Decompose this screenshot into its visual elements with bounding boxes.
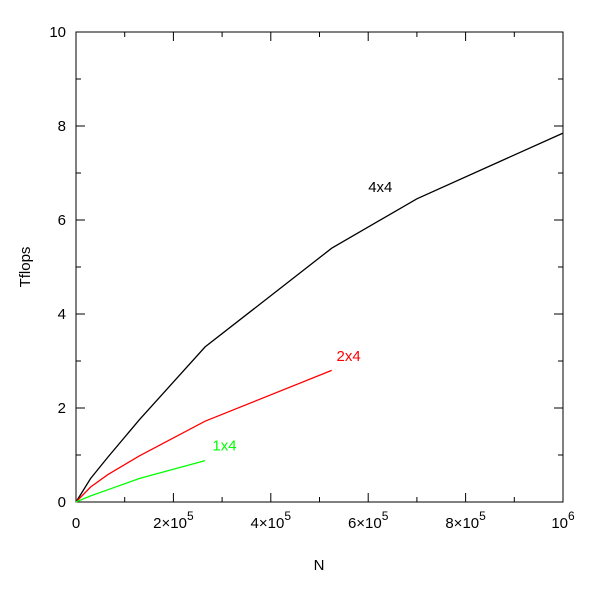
y-tick-label: 2 <box>58 400 66 417</box>
series-line-1x4 <box>75 459 206 503</box>
series-lines <box>75 132 564 503</box>
x-tick-label: 0 <box>72 515 80 532</box>
y-tick-label: 0 <box>58 494 66 511</box>
series-line-4x4 <box>75 132 564 503</box>
series-labels: 4x4 2x4 1x4 <box>212 179 392 454</box>
plot-frame <box>75 31 564 503</box>
x-tick-label: 6×105 <box>348 509 389 532</box>
x-tick-label: 4×105 <box>251 509 292 532</box>
x-axis-title: N <box>314 557 325 574</box>
y-tick-label: 4 <box>58 306 66 323</box>
y-tick-label: 8 <box>58 118 66 135</box>
series-label-1x4: 1x4 <box>212 437 236 454</box>
y-tick-label: 10 <box>49 24 66 41</box>
x-tick-label: 8×105 <box>445 509 486 532</box>
x-tick-label: 106 <box>551 509 575 532</box>
x-tick-label: 2×105 <box>153 509 194 532</box>
y-tick-label: 6 <box>58 212 66 229</box>
series-label-4x4: 4x4 <box>368 179 392 196</box>
series-label-2x4: 2x4 <box>337 348 361 365</box>
y-axis-ticks: 0 2 4 6 8 10 <box>49 24 563 511</box>
series-line-2x4 <box>75 369 332 503</box>
y-axis-title: Tflops <box>17 247 34 288</box>
x-axis-ticks: 0 2×105 4×105 6×105 8×105 106 <box>72 32 575 532</box>
plot-border <box>75 31 564 503</box>
